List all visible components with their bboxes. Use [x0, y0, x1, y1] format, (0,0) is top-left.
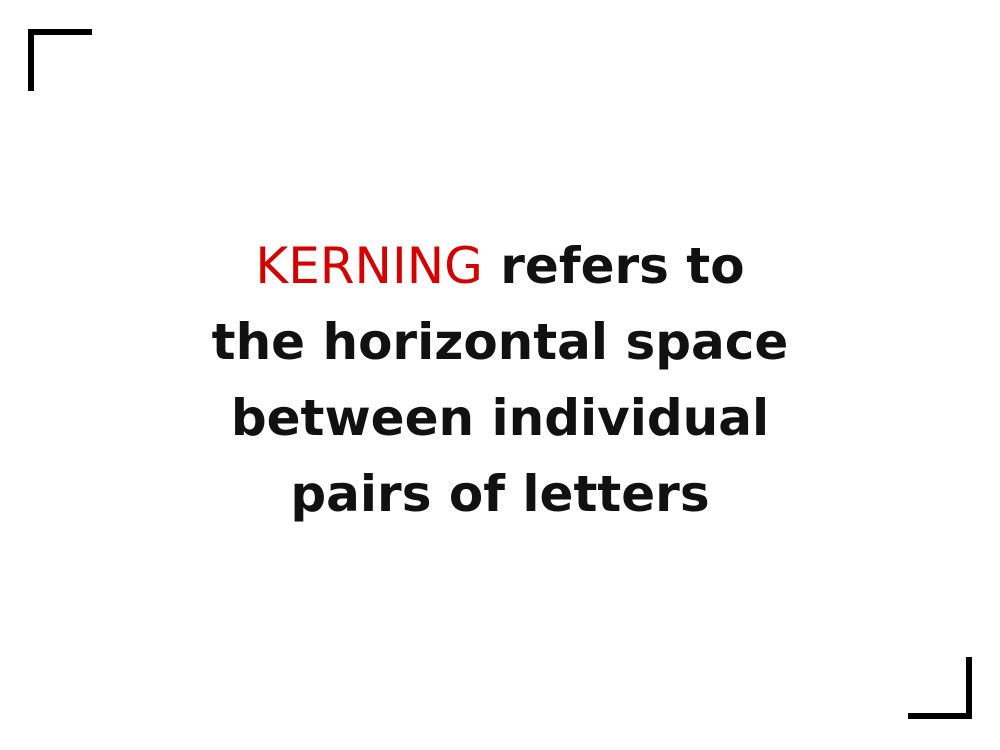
kerning-definition: KERNING refers to the horizontal space b… [0, 228, 1000, 532]
highlighted-term: KERNING [255, 237, 483, 295]
definition-line-4: pairs of letters [290, 465, 710, 523]
definition-line-2: the horizontal space [211, 313, 789, 371]
definition-line-3: between individual [230, 389, 770, 447]
definition-line-1: KERNING refers to [0, 228, 1000, 304]
definition-line-1-rest: refers to [482, 237, 745, 295]
bottom-right-corner-bracket [908, 657, 972, 719]
top-left-corner-bracket [28, 29, 92, 91]
